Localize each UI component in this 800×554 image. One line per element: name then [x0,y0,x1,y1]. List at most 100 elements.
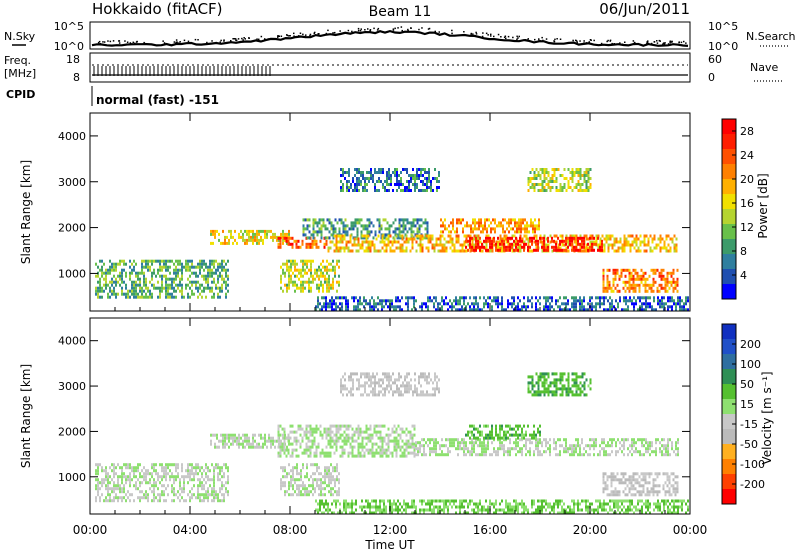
power-echo-cell [209,274,211,278]
velocity-echo-cell [379,433,382,437]
power-echo-cell [291,236,294,240]
velocity-echo-cell [262,445,264,449]
power-echo-cell [340,186,342,189]
power-echo-cell [105,271,107,275]
velocity-echo-cell [217,493,219,497]
power-echo-cell [324,274,326,278]
power-echo-cell [346,180,348,183]
power-echo-cell [272,232,274,236]
power-echo-cell [359,299,361,303]
power-echo-cell [539,296,541,300]
power-echo-cell [175,289,177,293]
cpid-label: CPID [6,88,35,101]
power-echo-cell [325,299,327,303]
velocity-echo-cell [199,496,201,500]
velocity-echo-cell [201,481,203,485]
power-echo-cell [376,218,379,222]
velocity-echo-cell [305,427,308,431]
velocity-echo-cell [221,466,223,470]
power-echo-cell [527,248,529,252]
power-echo-cell [463,299,465,303]
power-echo-cell [523,248,525,252]
power-echo-cell [479,245,481,249]
power-echo-cell [463,308,465,312]
power-echo-cell [573,308,575,312]
velocity-echo-cell [147,493,149,497]
velocity-echo-cell [314,478,316,482]
power-echo-cell [179,289,181,293]
power-echo-cell [511,245,513,249]
velocity-echo-cell [345,424,348,428]
velocity-echo-cell [262,436,264,440]
velocity-echo-cell [503,453,505,457]
velocity-echo-cell [153,487,155,491]
velocity-echo-cell [189,469,191,473]
velocity-echo-cell [397,424,400,428]
velocity-echo-cell [459,447,461,451]
power-echo-cell [538,227,540,231]
power-echo-cell [460,221,462,225]
power-echo-cell [125,292,127,296]
velocity-echo-cell [125,463,127,467]
noise-dot [583,40,585,42]
power-echo-cell [225,283,227,287]
power-echo-cell [664,286,667,290]
velocity-echo-cell [221,493,223,497]
velocity-echo-cell [579,450,581,454]
power-echo-cell [141,271,143,275]
power-echo-cell [662,286,665,290]
power-echo-cell [625,299,627,303]
power-echo-cell [547,243,550,247]
power-echo-cell [518,230,520,234]
power-echo-cell [621,243,624,247]
power-echo-cell [319,302,321,306]
power-echo-cell [396,177,398,180]
velocity-echo-cell [385,451,388,455]
power-echo-cell [571,189,574,192]
noise-dot [367,28,369,30]
power-echo-cell [312,227,315,231]
power-echo-cell [151,274,153,278]
power-echo-cell [101,289,103,293]
power-echo-cell [571,246,574,250]
velocity-echo-cell [315,445,318,449]
power-echo-cell [595,242,597,246]
power-echo-cell [417,234,420,238]
velocity-echo-cell [173,499,175,503]
power-echo-cell [490,227,492,231]
power-echo-cell [538,221,540,225]
power-echo-cell [325,239,328,243]
power-echo-cell [485,234,488,238]
power-echo-cell [361,246,364,250]
velocity-echo-cell [473,450,475,454]
power-echo-cell [302,224,305,228]
velocity-echo-cell [288,472,290,476]
velocity-echo-cell [583,447,585,451]
velocity-echo-cell [341,439,344,443]
velocity-echo-cell [143,475,145,479]
power-echo-cell [390,177,392,180]
power-echo-cell [518,221,520,225]
velocity-echo-cell [284,475,286,479]
velocity-echo-cell [509,450,511,454]
power-echo-cell [601,245,603,249]
power-echo-cell [447,234,450,238]
power-echo-cell [288,232,290,236]
power-echo-cell [248,235,250,239]
velocity-echo-cell [199,493,201,497]
velocity-echo-cell [549,447,551,451]
power-colorbar-tick-label: 4 [740,269,747,282]
power-echo-cell [491,249,494,253]
power-echo-cell [331,302,333,306]
power-echo-cell [511,242,513,246]
power-echo-cell [391,305,393,309]
noise-dot [621,43,624,45]
power-colorbar-segment [722,239,736,255]
power-echo-cell [165,259,167,263]
power-echo-cell [125,262,127,266]
power-echo-cell [402,224,405,228]
velocity-echo-cell [175,478,177,482]
power-echo-cell [401,243,404,247]
power-echo-cell [159,265,161,269]
power-echo-cell [342,186,344,189]
